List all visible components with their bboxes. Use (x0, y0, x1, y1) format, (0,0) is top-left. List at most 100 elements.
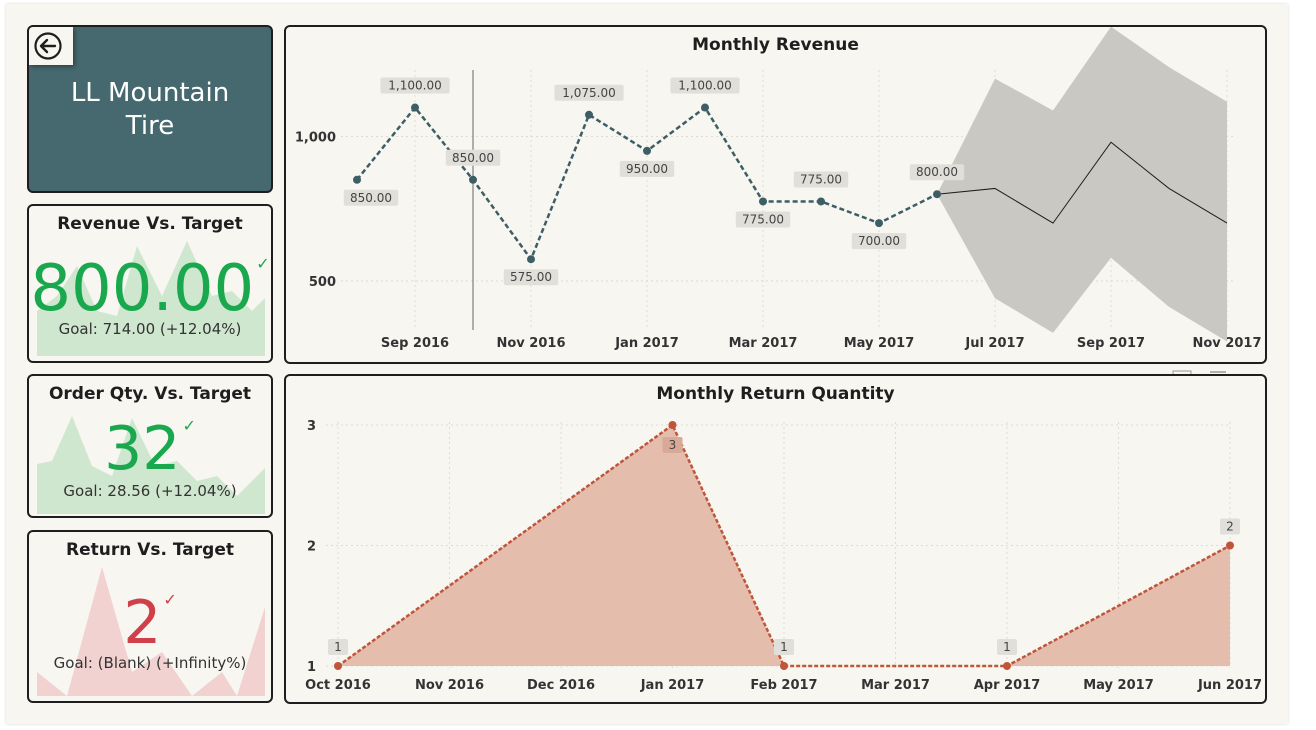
return-goal-label: Goal: (53, 654, 93, 672)
back-arrow-icon (34, 32, 62, 60)
revenue-value-text: 800.00 (30, 252, 255, 326)
x-tick-label: Nov 2016 (415, 678, 484, 693)
monthly-revenue-chart[interactable]: 500 1,000 Sep 2016 Nov 2016 Jan 2017 Mar 2017… (286, 27, 1265, 362)
data-label: 1 (334, 640, 342, 654)
revenue-data-point (933, 190, 941, 199)
data-label-box (554, 84, 624, 101)
revenue-data-point (643, 146, 651, 155)
x-tick-label: Sep 2016 (381, 336, 449, 351)
return-kpi-value: 2 ✓ (29, 590, 271, 656)
data-label-box (343, 189, 399, 206)
revenue-kpi-value: 800.00 ✓ (29, 254, 271, 324)
revenue-goal-text: 714.00 (+12.04%) (102, 320, 242, 338)
return-goal-text: (Blank) (+Infinity%) (97, 654, 247, 672)
order-qty-kpi-value: 32 ✓ (29, 416, 271, 482)
return-series-line (337, 423, 1231, 668)
data-label: 850.00 (350, 191, 392, 205)
order-qty-kpi-title: Order Qty. Vs. Target (48, 384, 252, 404)
data-label-box (1220, 518, 1240, 535)
data-label-box (328, 639, 348, 655)
product-name-line2: Tire (125, 111, 175, 141)
monthly-return-chart[interactable]: 1 2 3 Oct 2016 Nov 2016 Dec 2016 Jan 2017 Feb 2… (286, 376, 1265, 702)
checkmark-icon: ✓ (256, 254, 270, 273)
x-tick-label: May 2017 (844, 336, 915, 351)
data-label-box (909, 164, 965, 181)
data-label-box (662, 437, 683, 453)
x-tick-label: Jan 2017 (614, 336, 679, 351)
revenue-data-point (701, 103, 709, 112)
data-label-box (774, 639, 794, 655)
data-label: 775.00 (742, 212, 784, 226)
data-label: 700.00 (858, 234, 900, 248)
x-tick-label: Oct 2016 (305, 678, 371, 693)
y-tick-label: 1,000 (295, 130, 336, 145)
x-tick-label: Dec 2016 (527, 678, 595, 693)
product-name: LL Mountain Tire (29, 77, 271, 143)
return-data-point (1226, 541, 1234, 550)
y-tick-label: 500 (309, 275, 336, 290)
checkmark-icon: ✓ (163, 590, 177, 609)
monthly-revenue-card[interactable]: Monthly Revenue 500 1,000 Sep 2016 Nov 2016… (284, 25, 1267, 364)
return-data-point (668, 421, 677, 429)
revenue-sparkline (37, 241, 265, 356)
x-tick-label: Feb 2017 (750, 678, 817, 693)
data-label: 1,100.00 (388, 79, 441, 93)
data-label: 1,075.00 (562, 86, 615, 100)
monthly-return-card[interactable]: Monthly Return Quantity 1 2 3 Oct 2016 Nov 2… (284, 374, 1267, 704)
order-qty-sparkline (37, 416, 265, 514)
back-button[interactable] (29, 27, 73, 65)
return-sparkline (37, 567, 265, 696)
return-kpi-card[interactable]: Return Vs. Target 2 ✓ Goal: (Blank) (+Inf… (27, 530, 273, 703)
data-label: 3 (669, 438, 677, 452)
revenue-data-point (759, 197, 767, 206)
order-qty-kpi-card[interactable]: Order Qty. Vs. Target 32 ✓ Goal: 28.56 (+… (27, 374, 273, 518)
return-kpi-title: Return Vs. Target (66, 540, 234, 560)
monthly-revenue-title: Monthly Revenue (692, 35, 859, 55)
data-label: 1 (1003, 640, 1011, 654)
order-qty-goal-text: 28.56 (+12.04%) (107, 482, 237, 500)
data-label: 950.00 (626, 162, 668, 176)
monthly-return-title: Monthly Return Quantity (656, 384, 895, 404)
x-tick-label: Sep 2017 (1077, 336, 1145, 351)
data-label: 775.00 (800, 172, 842, 186)
order-qty-value-text: 32 (104, 414, 181, 484)
x-tick-label: Jun 2017 (1197, 678, 1262, 693)
forecast-line (936, 141, 1228, 224)
data-label-box (997, 639, 1017, 655)
data-label-box (851, 233, 907, 250)
x-tick-label: Nov 2016 (497, 336, 566, 351)
x-tick-label: May 2017 (1083, 678, 1154, 693)
x-tick-label: Mar 2017 (729, 336, 798, 351)
return-value-text: 2 (123, 588, 162, 658)
return-data-point (334, 662, 342, 670)
order-qty-goal: Goal: 28.56 (+12.04%) (29, 482, 271, 500)
x-tick-label: Jan 2017 (640, 678, 705, 693)
product-title-card: LL Mountain Tire (27, 25, 273, 193)
revenue-kpi-title: Revenue Vs. Target (57, 214, 243, 234)
forecast-confidence-band (937, 27, 1227, 342)
data-label: 850.00 (452, 151, 494, 165)
y-tick-label: 3 (307, 419, 316, 434)
checkmark-icon: ✓ (182, 416, 196, 435)
x-tick-label: Apr 2017 (974, 678, 1041, 693)
revenue-data-point (585, 110, 593, 119)
data-label-box (503, 269, 559, 286)
data-label-box (793, 171, 849, 188)
x-tick-label: Jul 2017 (964, 336, 1024, 351)
revenue-data-point (875, 219, 883, 228)
data-label: 1,100.00 (678, 79, 731, 93)
revenue-kpi-card[interactable]: Revenue Vs. Target 800.00 ✓ Goal: 714.00 … (27, 204, 273, 363)
data-label: 2 (1226, 520, 1234, 534)
revenue-goal-label: Goal: (58, 320, 98, 338)
data-label-box (735, 211, 791, 228)
revenue-data-point (469, 175, 477, 184)
revenue-data-point (527, 255, 535, 264)
data-label: 800.00 (916, 165, 958, 179)
y-tick-label: 1 (307, 660, 316, 675)
return-data-point (780, 662, 788, 670)
x-tick-label: Mar 2017 (861, 678, 930, 693)
data-label-box (619, 160, 675, 177)
return-area-fill (338, 425, 1230, 666)
data-label-box (380, 77, 450, 94)
product-name-line1: LL Mountain (70, 78, 230, 108)
